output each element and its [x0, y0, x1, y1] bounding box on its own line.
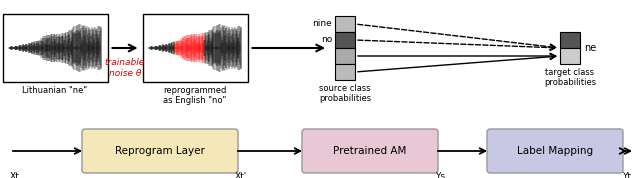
Text: trainable
noise θ: trainable noise θ	[105, 58, 145, 78]
Text: Reprogram Layer: Reprogram Layer	[115, 146, 205, 156]
Text: target class
probabilities: target class probabilities	[544, 68, 596, 87]
Bar	[560, 32, 580, 48]
Text: Pretrained AM: Pretrained AM	[333, 146, 406, 156]
Bar	[3, 14, 108, 82]
FancyBboxPatch shape	[487, 129, 623, 173]
Bar	[335, 32, 355, 48]
Text: Label Mapping: Label Mapping	[517, 146, 593, 156]
Text: source class
probabilities: source class probabilities	[319, 84, 371, 103]
FancyBboxPatch shape	[82, 129, 238, 173]
Bar	[335, 16, 355, 32]
Text: Yt: Yt	[622, 172, 631, 178]
Bar	[560, 48, 580, 64]
Text: nine: nine	[312, 20, 332, 28]
Text: Ys: Ys	[435, 172, 445, 178]
Text: ne: ne	[584, 43, 596, 53]
Bar	[143, 14, 248, 82]
Text: Xt: Xt	[10, 172, 20, 178]
Bar	[335, 48, 355, 64]
Text: Lithuanian "ne": Lithuanian "ne"	[22, 86, 88, 95]
Text: no: no	[321, 35, 332, 44]
Text: Xt': Xt'	[235, 172, 247, 178]
FancyBboxPatch shape	[302, 129, 438, 173]
Text: reprogrammed
as English "no": reprogrammed as English "no"	[163, 86, 227, 105]
Bar	[335, 64, 355, 80]
